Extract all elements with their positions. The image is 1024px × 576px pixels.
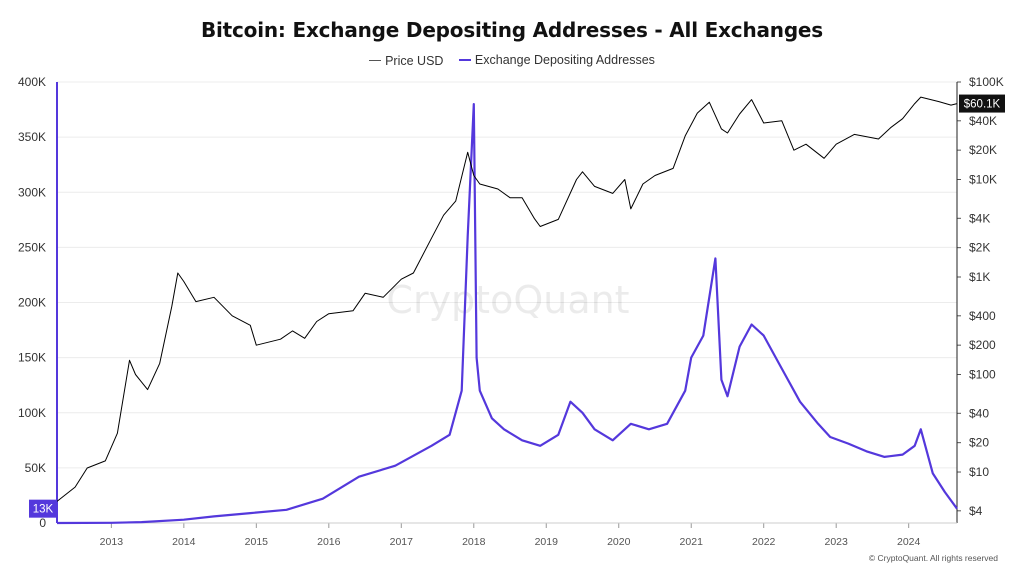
x-tick-label: 2014	[172, 536, 196, 548]
y-right-tick-label: $1K	[969, 270, 990, 284]
y-right-tick-label: $20K	[969, 143, 997, 157]
y-right-tick-label: $4K	[969, 211, 990, 225]
y-left-tick-label: 300K	[18, 185, 46, 199]
y-right-tick-label: $40K	[969, 114, 997, 128]
y-left-tick-label: 0	[39, 516, 46, 530]
y-right-tick-label: $400	[969, 309, 996, 323]
x-tick-label: 2016	[317, 536, 341, 548]
last-price-badge	[959, 94, 1005, 113]
x-tick-label: 2017	[390, 536, 414, 548]
y-left-tick-label: 150K	[18, 351, 46, 365]
y-left-tick-label: 50K	[25, 461, 46, 475]
x-tick-label: 2015	[245, 536, 269, 548]
series-line-addresses	[56, 103, 958, 525]
legend-swatch-price	[369, 60, 382, 61]
series-line-price	[56, 96, 958, 502]
x-tick-label: 2020	[607, 536, 631, 548]
legend-item-price[interactable]: Price USD	[369, 54, 443, 68]
x-tick-label: 2019	[535, 536, 559, 548]
legend-item-addresses[interactable]: Exchange Depositing Addresses	[458, 53, 655, 67]
legend-label-price: Price USD	[385, 53, 444, 68]
x-tick-label: 2024	[897, 536, 921, 548]
y-right-tick-label: $10	[969, 465, 989, 479]
y-left-tick-label: 200K	[18, 296, 46, 310]
y-left-tick-label: 350K	[18, 130, 46, 144]
y-right-tick-label: $10K	[969, 173, 997, 187]
legend-swatch-addresses	[458, 59, 471, 61]
chart-title: Bitcoin: Exchange Depositing Addresses -…	[200, 18, 824, 42]
y-right-tick-label: $40	[969, 406, 989, 420]
y-right-tick-label: $20	[969, 436, 989, 450]
copyright-footer: © CryptoQuant. All rights reserved	[868, 553, 998, 563]
last-addresses-label: 13K	[33, 504, 54, 516]
legend-label-addresses: Exchange Depositing Addresses	[474, 53, 655, 67]
y-right-tick-label: $100K	[969, 75, 1004, 89]
y-left-tick-label: 400K	[18, 75, 46, 89]
x-tick-label: 2021	[680, 536, 704, 548]
last-price-label: $60.1K	[964, 99, 1001, 111]
y-left-tick-label: 100K	[18, 406, 46, 420]
x-tick-label: 2023	[825, 536, 849, 548]
x-tick-label: 2022	[752, 536, 776, 548]
y-left-tick-label: 250K	[18, 240, 46, 254]
x-tick-label: 2018	[462, 536, 486, 548]
y-right-tick-label: $4	[969, 504, 983, 518]
y-right-tick-label: $200	[969, 338, 996, 352]
watermark: CryptoQuant	[386, 278, 629, 322]
y-right-tick-label: $2K	[969, 241, 990, 255]
y-right-tick-label: $100	[969, 368, 996, 382]
last-addresses-badge	[29, 499, 57, 518]
chart-legend: Price USD Exchange Depositing Addresses	[0, 50, 1024, 68]
x-tick-label: 2013	[100, 536, 124, 548]
